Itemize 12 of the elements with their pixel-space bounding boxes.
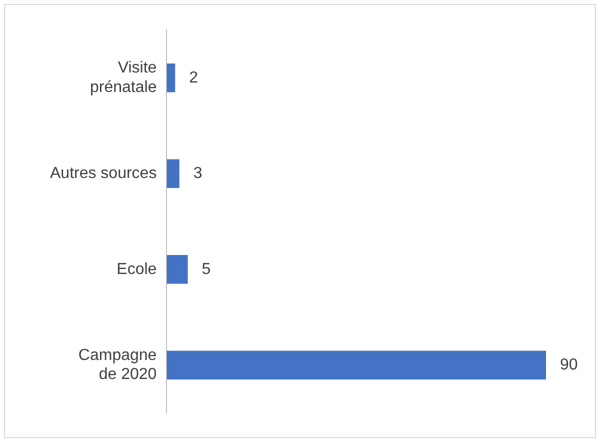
bar — [166, 64, 176, 92]
y-tick-label: Campagne de 2020 — [78, 346, 157, 384]
data-label: 90 — [560, 356, 578, 374]
bar — [166, 255, 188, 284]
bar — [166, 350, 546, 380]
data-label: 5 — [202, 260, 211, 278]
data-label: 2 — [189, 69, 198, 86]
y-tick-label: Autres sources — [50, 165, 157, 182]
bar — [166, 159, 180, 188]
data-label: 3 — [193, 165, 202, 182]
y-tick-label: Ecole — [116, 260, 157, 278]
y-tick-label: Visite prénatale — [90, 60, 157, 96]
